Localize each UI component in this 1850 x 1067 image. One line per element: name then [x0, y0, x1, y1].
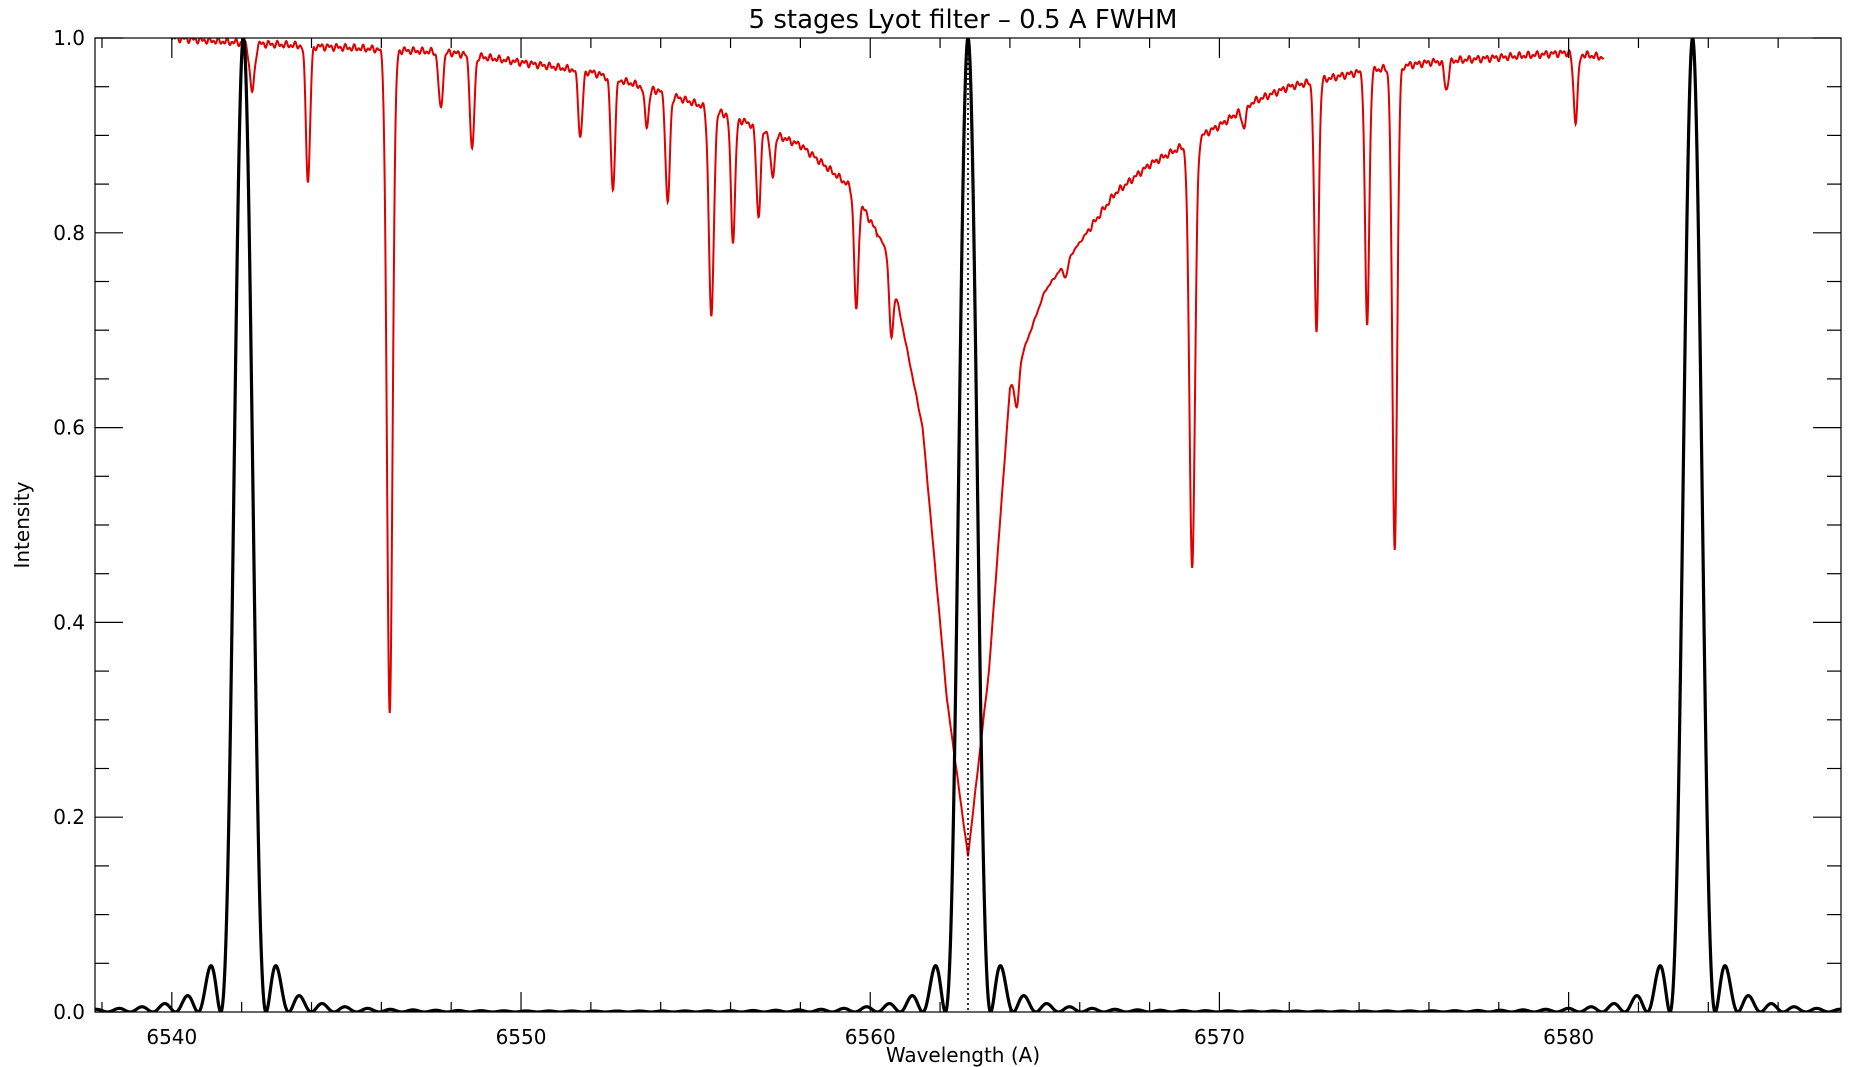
chart-title: 5 stages Lyot filter – 0.5 A FWHM: [749, 5, 1178, 35]
y-tick-label: 1.0: [53, 26, 85, 50]
x-axis-label: Wavelength (A): [886, 1043, 1040, 1067]
y-tick-label: 0.0: [53, 1000, 85, 1024]
x-tick-label: 6560: [845, 1025, 896, 1049]
y-tick-label: 0.6: [53, 416, 85, 440]
y-tick-label: 0.2: [53, 805, 85, 829]
y-axis: 0.0 0.2 0.4 0.6 0.8 1.0: [53, 26, 1841, 1024]
x-tick-label: 6550: [496, 1025, 547, 1049]
x-axis: 6540 6550 6560 6570 6580: [101, 38, 1779, 1049]
spectrum-line: [170, 38, 1605, 857]
x-tick-label: 6580: [1543, 1025, 1594, 1049]
y-tick-label: 0.8: [53, 221, 85, 245]
y-tick-label: 0.4: [53, 610, 85, 634]
x-tick-label: 6540: [146, 1025, 197, 1049]
y-axis-label: Intensity: [10, 481, 34, 568]
x-tick-label: 6570: [1194, 1025, 1245, 1049]
plot-area: [94, 37, 1842, 1013]
